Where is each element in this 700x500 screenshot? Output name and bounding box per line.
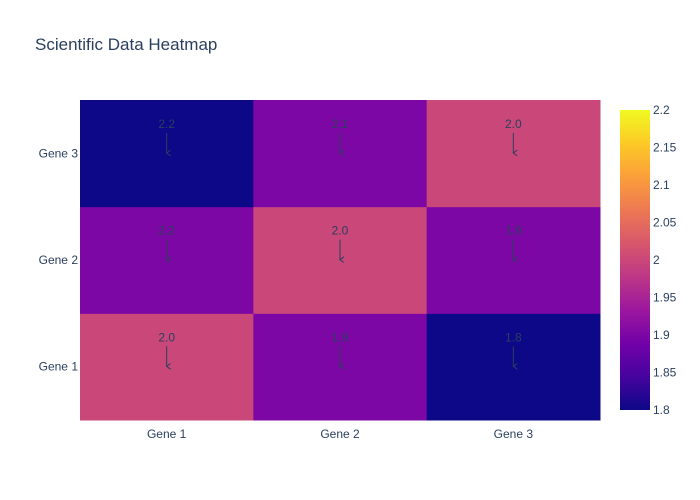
colorbar-tick-label: 2.15 [653, 141, 677, 155]
cell-annotation-label: 2.0 [505, 117, 522, 131]
x-axis: Gene 1 Gene 2 Gene 3 [147, 427, 533, 441]
x-tick-label: Gene 2 [320, 427, 360, 441]
cell-annotation-label: 2.2 [158, 224, 175, 238]
x-tick-label: Gene 3 [494, 427, 534, 441]
cell-annotation-label: 2.1 [332, 117, 349, 131]
y-axis: Gene 1 Gene 2 Gene 3 [39, 146, 79, 373]
cell-annotation-label: 2.2 [158, 117, 175, 131]
cell-annotation-label: 1.8 [505, 330, 522, 344]
colorbar-tick-label: 1.95 [653, 291, 677, 305]
colorbar-tick-label: 2.2 [653, 103, 670, 117]
chart-title: Scientific Data Heatmap [35, 35, 217, 54]
cell-annotation-label: 1.9 [505, 224, 522, 238]
colorbar-tick-label: 1.9 [653, 328, 670, 342]
x-tick-label: Gene 1 [147, 427, 187, 441]
cell-annotation-label: 1.9 [332, 330, 349, 344]
colorbar-gradient [620, 110, 650, 410]
colorbar-tick-label: 2.05 [653, 216, 677, 230]
cell-annotation-label: 2.0 [332, 224, 349, 238]
colorbar: 1.8 1.85 1.9 1.95 2 2.05 2.1 2.15 2.2 [620, 103, 677, 417]
y-tick-label: Gene 1 [39, 360, 79, 374]
colorbar-tick-label: 1.8 [653, 403, 670, 417]
y-tick-label: Gene 2 [39, 253, 79, 267]
y-tick-label: Gene 3 [39, 146, 79, 160]
colorbar-tick-label: 1.85 [653, 366, 677, 380]
colorbar-tick-label: 2 [653, 253, 660, 267]
colorbar-tick-label: 2.1 [653, 178, 670, 192]
heatmap-annotations: 2.0 1.9 1.8 2.2 2.0 1.9 2.2 2.1 2.0 [158, 117, 522, 366]
cell-annotation-label: 2.0 [158, 330, 175, 344]
